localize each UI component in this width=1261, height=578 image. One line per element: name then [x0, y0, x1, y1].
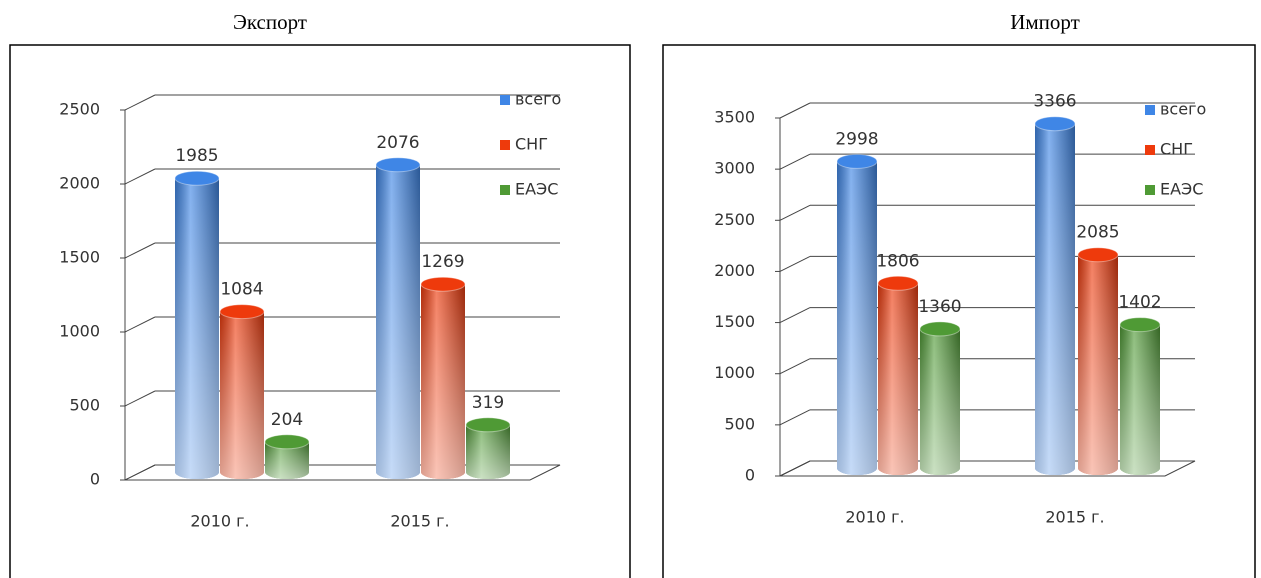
legend-label: ЕАЭС — [1160, 180, 1203, 199]
y-tick-label: 2500 — [714, 210, 755, 229]
y-tick-label: 0 — [745, 466, 755, 485]
value-label: 1402 — [1118, 293, 1161, 313]
x-tick-label: 2010 г. — [845, 508, 904, 527]
y-tick-label: 3500 — [714, 108, 755, 127]
grid-line — [779, 102, 811, 119]
bar-top — [264, 434, 310, 450]
y-tick-label: 500 — [724, 414, 755, 433]
bar-fade — [175, 178, 219, 479]
bar-top — [1034, 116, 1076, 132]
value-label: 1806 — [876, 251, 919, 271]
grid-line — [124, 94, 156, 111]
grid-line — [779, 204, 811, 221]
chart-title: Импорт — [1010, 10, 1080, 34]
legend-label: всего — [1160, 100, 1206, 119]
bar-top — [219, 304, 265, 320]
y-tick-label: 0 — [90, 470, 100, 489]
grid-line — [779, 255, 811, 272]
bar-fade — [421, 284, 465, 479]
grid-line — [124, 242, 156, 259]
bar-top — [919, 321, 961, 337]
y-tick-label: 1000 — [59, 322, 100, 341]
y-tick-label: 2000 — [714, 261, 755, 280]
bar-fade — [1120, 324, 1160, 475]
value-label: 1269 — [421, 252, 464, 272]
y-tick-label: 500 — [69, 396, 100, 415]
value-label: 1985 — [175, 146, 218, 166]
grid-line — [779, 307, 811, 324]
bar-top — [1119, 317, 1161, 333]
chart-title: Экспорт — [233, 10, 307, 34]
bar-fade — [1035, 123, 1075, 475]
legend-swatch — [500, 140, 510, 150]
grid-line — [124, 316, 156, 333]
y-tick-label: 1500 — [59, 248, 100, 267]
bar-fade — [920, 328, 960, 475]
x-tick-label: 2015 г. — [390, 512, 449, 531]
y-tick-label: 2000 — [59, 174, 100, 193]
legend-label: ЕАЭС — [515, 180, 558, 199]
legend-swatch — [1145, 185, 1155, 195]
bar-top — [1077, 247, 1119, 263]
grid-line — [779, 358, 811, 375]
value-label: 2085 — [1076, 223, 1119, 243]
bar-fade — [265, 441, 309, 479]
bar-fade — [1078, 254, 1118, 475]
grid-line — [124, 390, 156, 407]
bar-fade — [376, 164, 420, 479]
grid-line — [779, 153, 811, 170]
legend-label: всего — [515, 90, 561, 109]
grid-line — [779, 409, 811, 426]
bar-top — [375, 157, 421, 173]
legend-swatch — [500, 185, 510, 195]
y-tick-label: 1000 — [714, 363, 755, 382]
value-label: 319 — [472, 393, 504, 413]
value-label: 2076 — [376, 133, 419, 153]
grid-line — [779, 460, 811, 477]
legend-swatch — [1145, 145, 1155, 155]
bar-top — [465, 417, 511, 433]
legend-swatch — [1145, 105, 1155, 115]
bar-top — [174, 170, 220, 186]
bar-top — [420, 276, 466, 292]
bar-fade — [466, 424, 510, 479]
value-label: 1084 — [220, 280, 263, 300]
y-tick-label: 2500 — [59, 100, 100, 119]
legend-label: СНГ — [515, 135, 548, 154]
frame — [9, 44, 631, 578]
value-label: 204 — [271, 410, 303, 430]
bar-fade — [878, 283, 918, 475]
bar-top — [877, 275, 919, 291]
y-tick-label: 3000 — [714, 159, 755, 178]
y-tick-label: 1500 — [714, 312, 755, 331]
legend-swatch — [500, 95, 510, 105]
grid-line — [124, 464, 156, 481]
frame — [662, 44, 1256, 578]
value-label: 3366 — [1033, 92, 1076, 112]
bar-top — [836, 153, 878, 169]
x-tick-label: 2015 г. — [1045, 508, 1104, 527]
bar-fade — [837, 161, 877, 476]
x-tick-label: 2010 г. — [190, 512, 249, 531]
value-label: 1360 — [918, 297, 961, 317]
value-label: 2998 — [835, 129, 878, 149]
legend-label: СНГ — [1160, 140, 1193, 159]
grid-line — [124, 168, 156, 185]
bar-fade — [220, 311, 264, 479]
